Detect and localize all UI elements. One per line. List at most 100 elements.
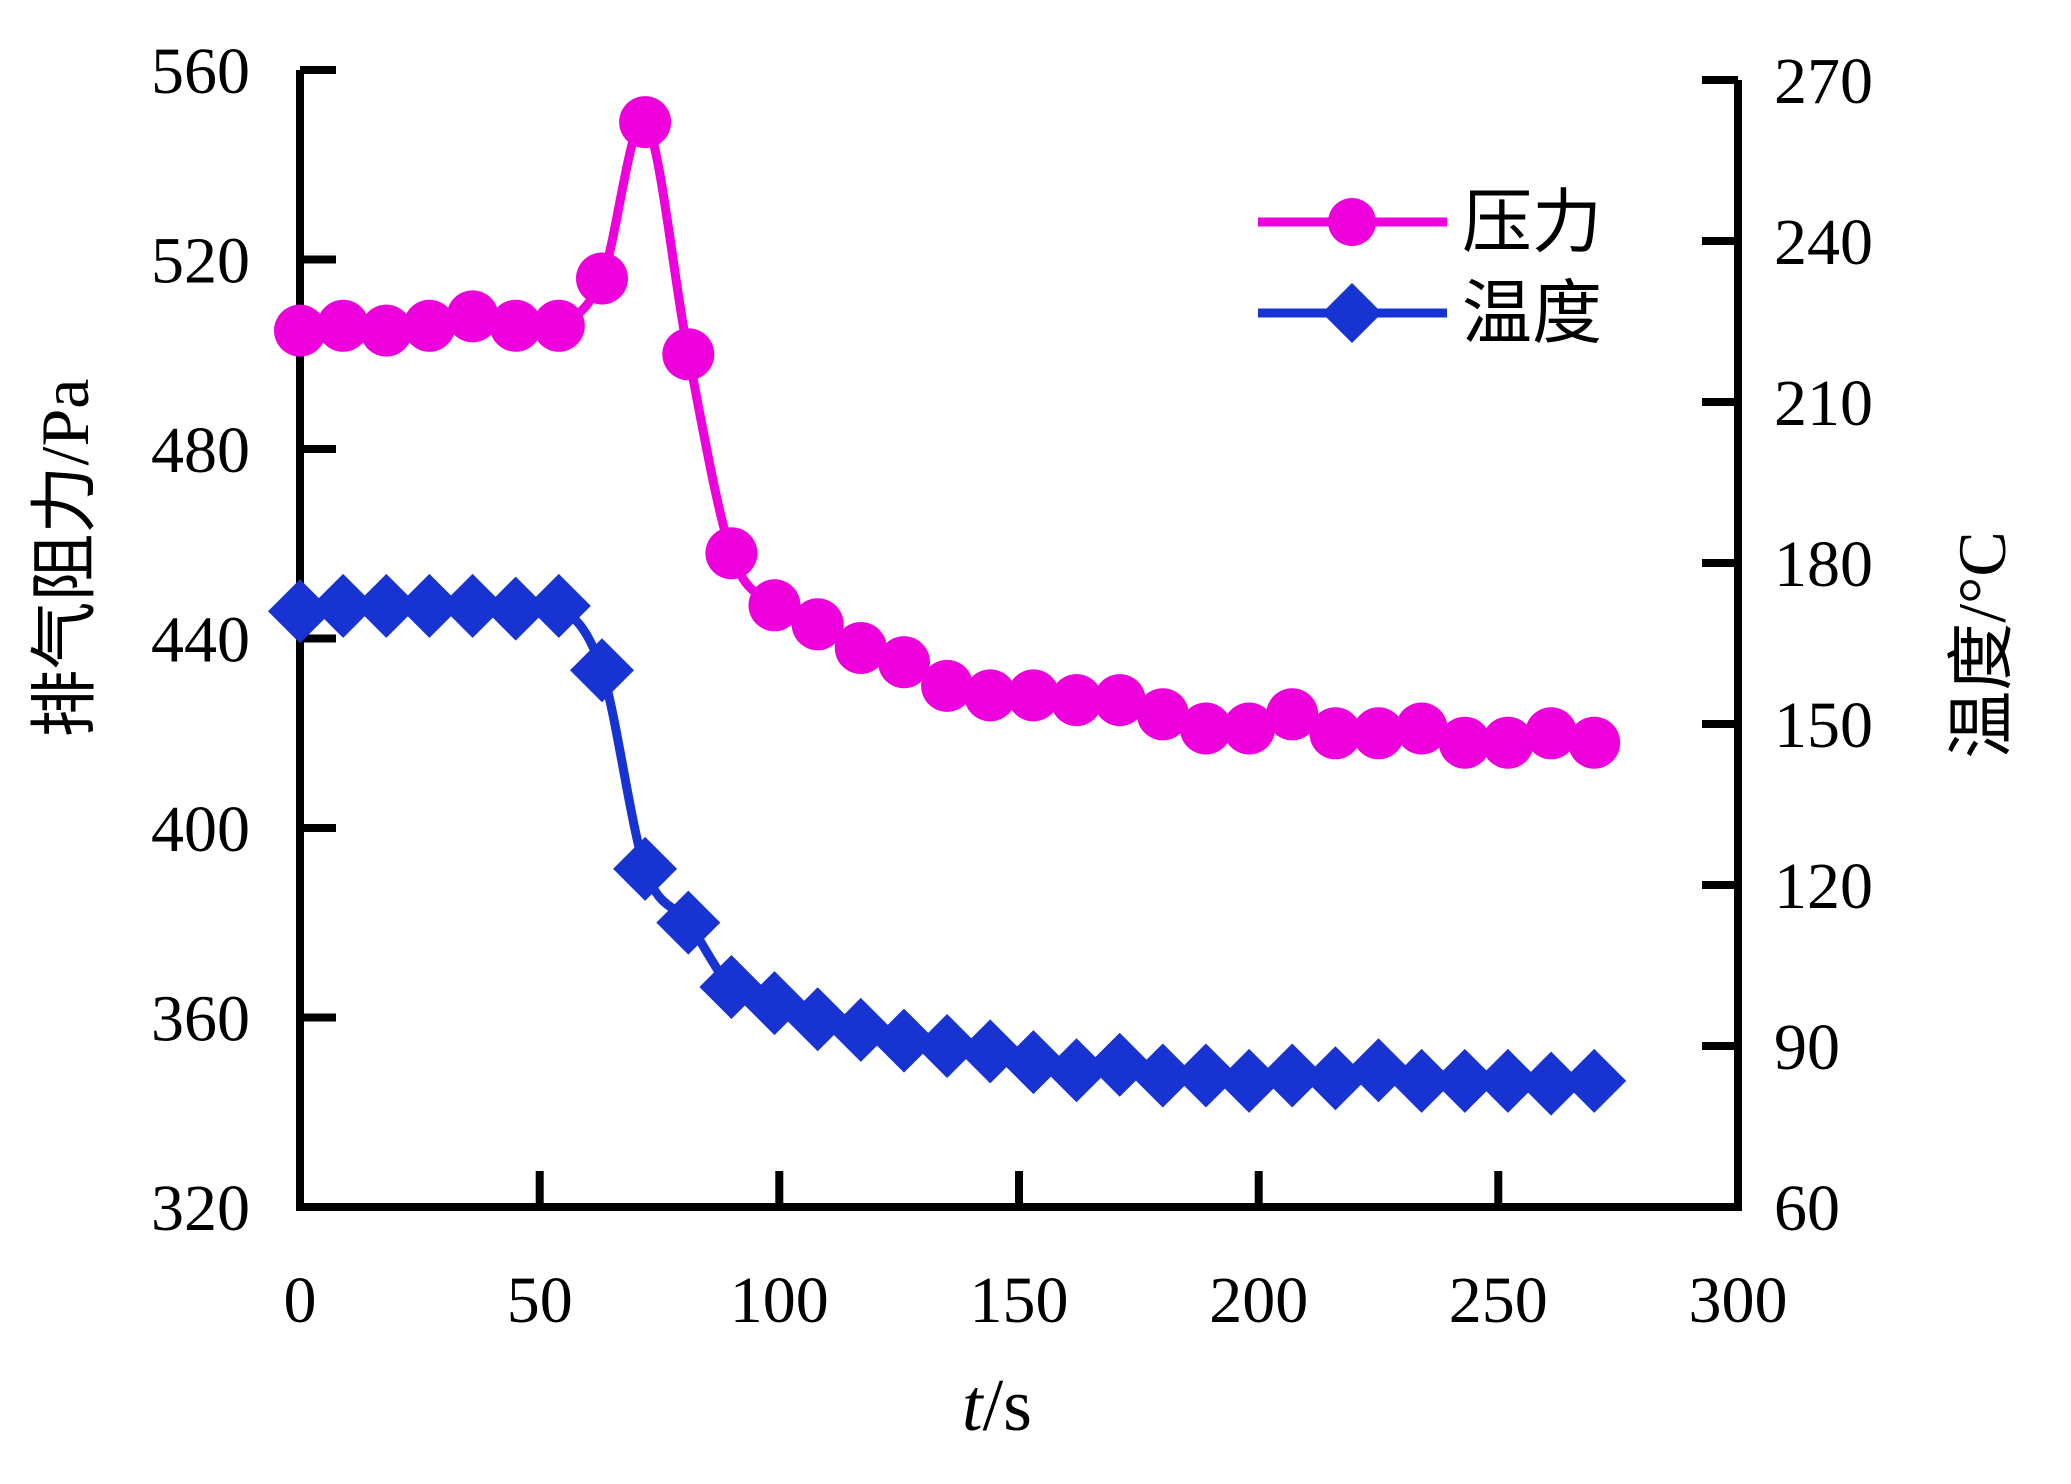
y-axis-right-ticks: 60 90 120 150 180 210 240 270 [1702,45,1873,1245]
pressure-marker [1568,716,1621,769]
temperature-marker [1130,1043,1195,1108]
temperature-marker [1173,1043,1238,1108]
temperature-marker [1519,1051,1584,1116]
pressure-marker [403,299,456,352]
temperature-marker [570,638,634,703]
pressure-marker [532,299,585,352]
y-axis-left-tick-label: 360 [151,983,250,1056]
temperature-marker [1432,1048,1497,1113]
temperature-marker [1303,1046,1368,1111]
pressure-marker [317,299,370,352]
x-axis-title-variable: t [962,1365,985,1447]
temperature-marker [828,997,893,1062]
pressure-marker [1179,702,1232,755]
y-axis-left-tick-label: 440 [151,604,250,677]
y-axis-right-tick-label: 60 [1774,1172,1840,1245]
pressure-marker [1395,702,1448,755]
y-axis-right-tick-label: 150 [1774,689,1873,762]
legend-label-pressure: 压力 [1462,185,1602,262]
temperature-marker [354,573,419,638]
pressure-marker [1007,669,1060,722]
legend-label-temperature: 温度 [1462,276,1602,353]
temperature-marker [1087,1032,1152,1097]
temperature-marker [1562,1048,1627,1113]
temperature-marker [483,576,548,641]
pressure-marker [964,669,1017,722]
pressure-marker [1481,716,1534,769]
pressure-marker [274,304,326,357]
temperature-marker [915,1014,980,1078]
x-axis-title-unit: /s [983,1365,1032,1447]
temperature-marker [311,573,376,638]
pressure-marker [1309,707,1362,760]
temperature-marker [785,987,850,1052]
pressure-marker [878,636,930,689]
pressure-marker [1352,707,1405,760]
y-axis-right-tick-label: 270 [1774,45,1873,118]
legend-circle-marker-icon [1328,198,1376,246]
y-axis-right-tick-label: 180 [1774,528,1873,601]
pressure-marker [1093,674,1146,727]
legend-entry-temperature: 温度 [1258,276,1602,353]
temperature-marker [1001,1030,1066,1095]
x-axis-ticks: 0 50 100 150 200 250 300 [284,1171,1788,1337]
y-axis-left-tick-label: 320 [151,1172,250,1245]
y-axis-right-tick-label: 90 [1774,1011,1840,1084]
x-axis-tick-label: 100 [730,1264,829,1337]
temperature-marker [613,836,678,901]
pressure-marker [619,96,672,149]
y-axis-left-tick-label: 480 [151,414,250,487]
pressure-marker [1438,716,1491,769]
pressure-marker [1525,707,1578,760]
y-axis-left-tick-label: 560 [151,35,250,108]
pressure-marker [489,299,542,352]
temperature-marker [1475,1048,1540,1113]
y-axis-right-tick-label: 210 [1774,367,1873,440]
pressure-marker [1136,688,1189,741]
pressure-marker [662,328,715,381]
y-axis-left-tick-label: 400 [151,793,250,866]
y-axis-left-ticks: 320 360 400 440 480 520 560 [151,35,336,1245]
y-axis-left-title: 排气阻力/Pa [27,379,103,738]
temperature-marker [397,573,462,638]
x-axis-tick-label: 50 [507,1264,573,1337]
y-axis-left-tick-label: 520 [151,225,250,298]
pressure-marker [834,622,887,674]
temperature-marker [1217,1048,1282,1113]
pressure-marker [705,527,758,580]
pressure-marker [446,290,499,343]
pressure-marker [791,598,844,651]
x-axis-tick-label: 200 [1209,1264,1308,1337]
x-axis-tick-label: 150 [970,1264,1069,1337]
x-axis-tick-label: 0 [284,1264,317,1337]
temperature-marker [1346,1038,1411,1103]
x-axis-tick-label: 300 [1689,1264,1788,1337]
pressure-marker [1223,702,1276,755]
pressure-series [274,96,1621,769]
temperature-marker [440,573,505,638]
temperature-marker [872,1008,936,1073]
temperature-marker [268,579,332,644]
plot-series [268,96,1627,1116]
temperature-marker [1260,1043,1325,1108]
y-axis-right-tick-label: 240 [1774,206,1873,279]
x-axis-title: t/s [962,1365,1032,1447]
legend-diamond-marker-icon [1322,283,1382,343]
pressure-marker [576,252,628,305]
temperature-marker [1044,1038,1109,1103]
pressure-line [299,117,1596,749]
y-axis-right-tick-label: 120 [1774,850,1873,923]
temperature-marker [656,890,721,955]
legend-entry-pressure: 压力 [1258,185,1602,262]
temperature-marker [958,1019,1023,1084]
temperature-marker [526,573,591,638]
pressure-marker [921,659,974,712]
y-axis-right-title: 温度/°C [1944,531,2020,758]
pressure-marker [748,579,801,632]
temperature-series [268,573,1627,1116]
pressure-marker [1050,674,1103,727]
pressure-marker [360,304,413,357]
legend: 压力 温度 [1258,185,1602,353]
